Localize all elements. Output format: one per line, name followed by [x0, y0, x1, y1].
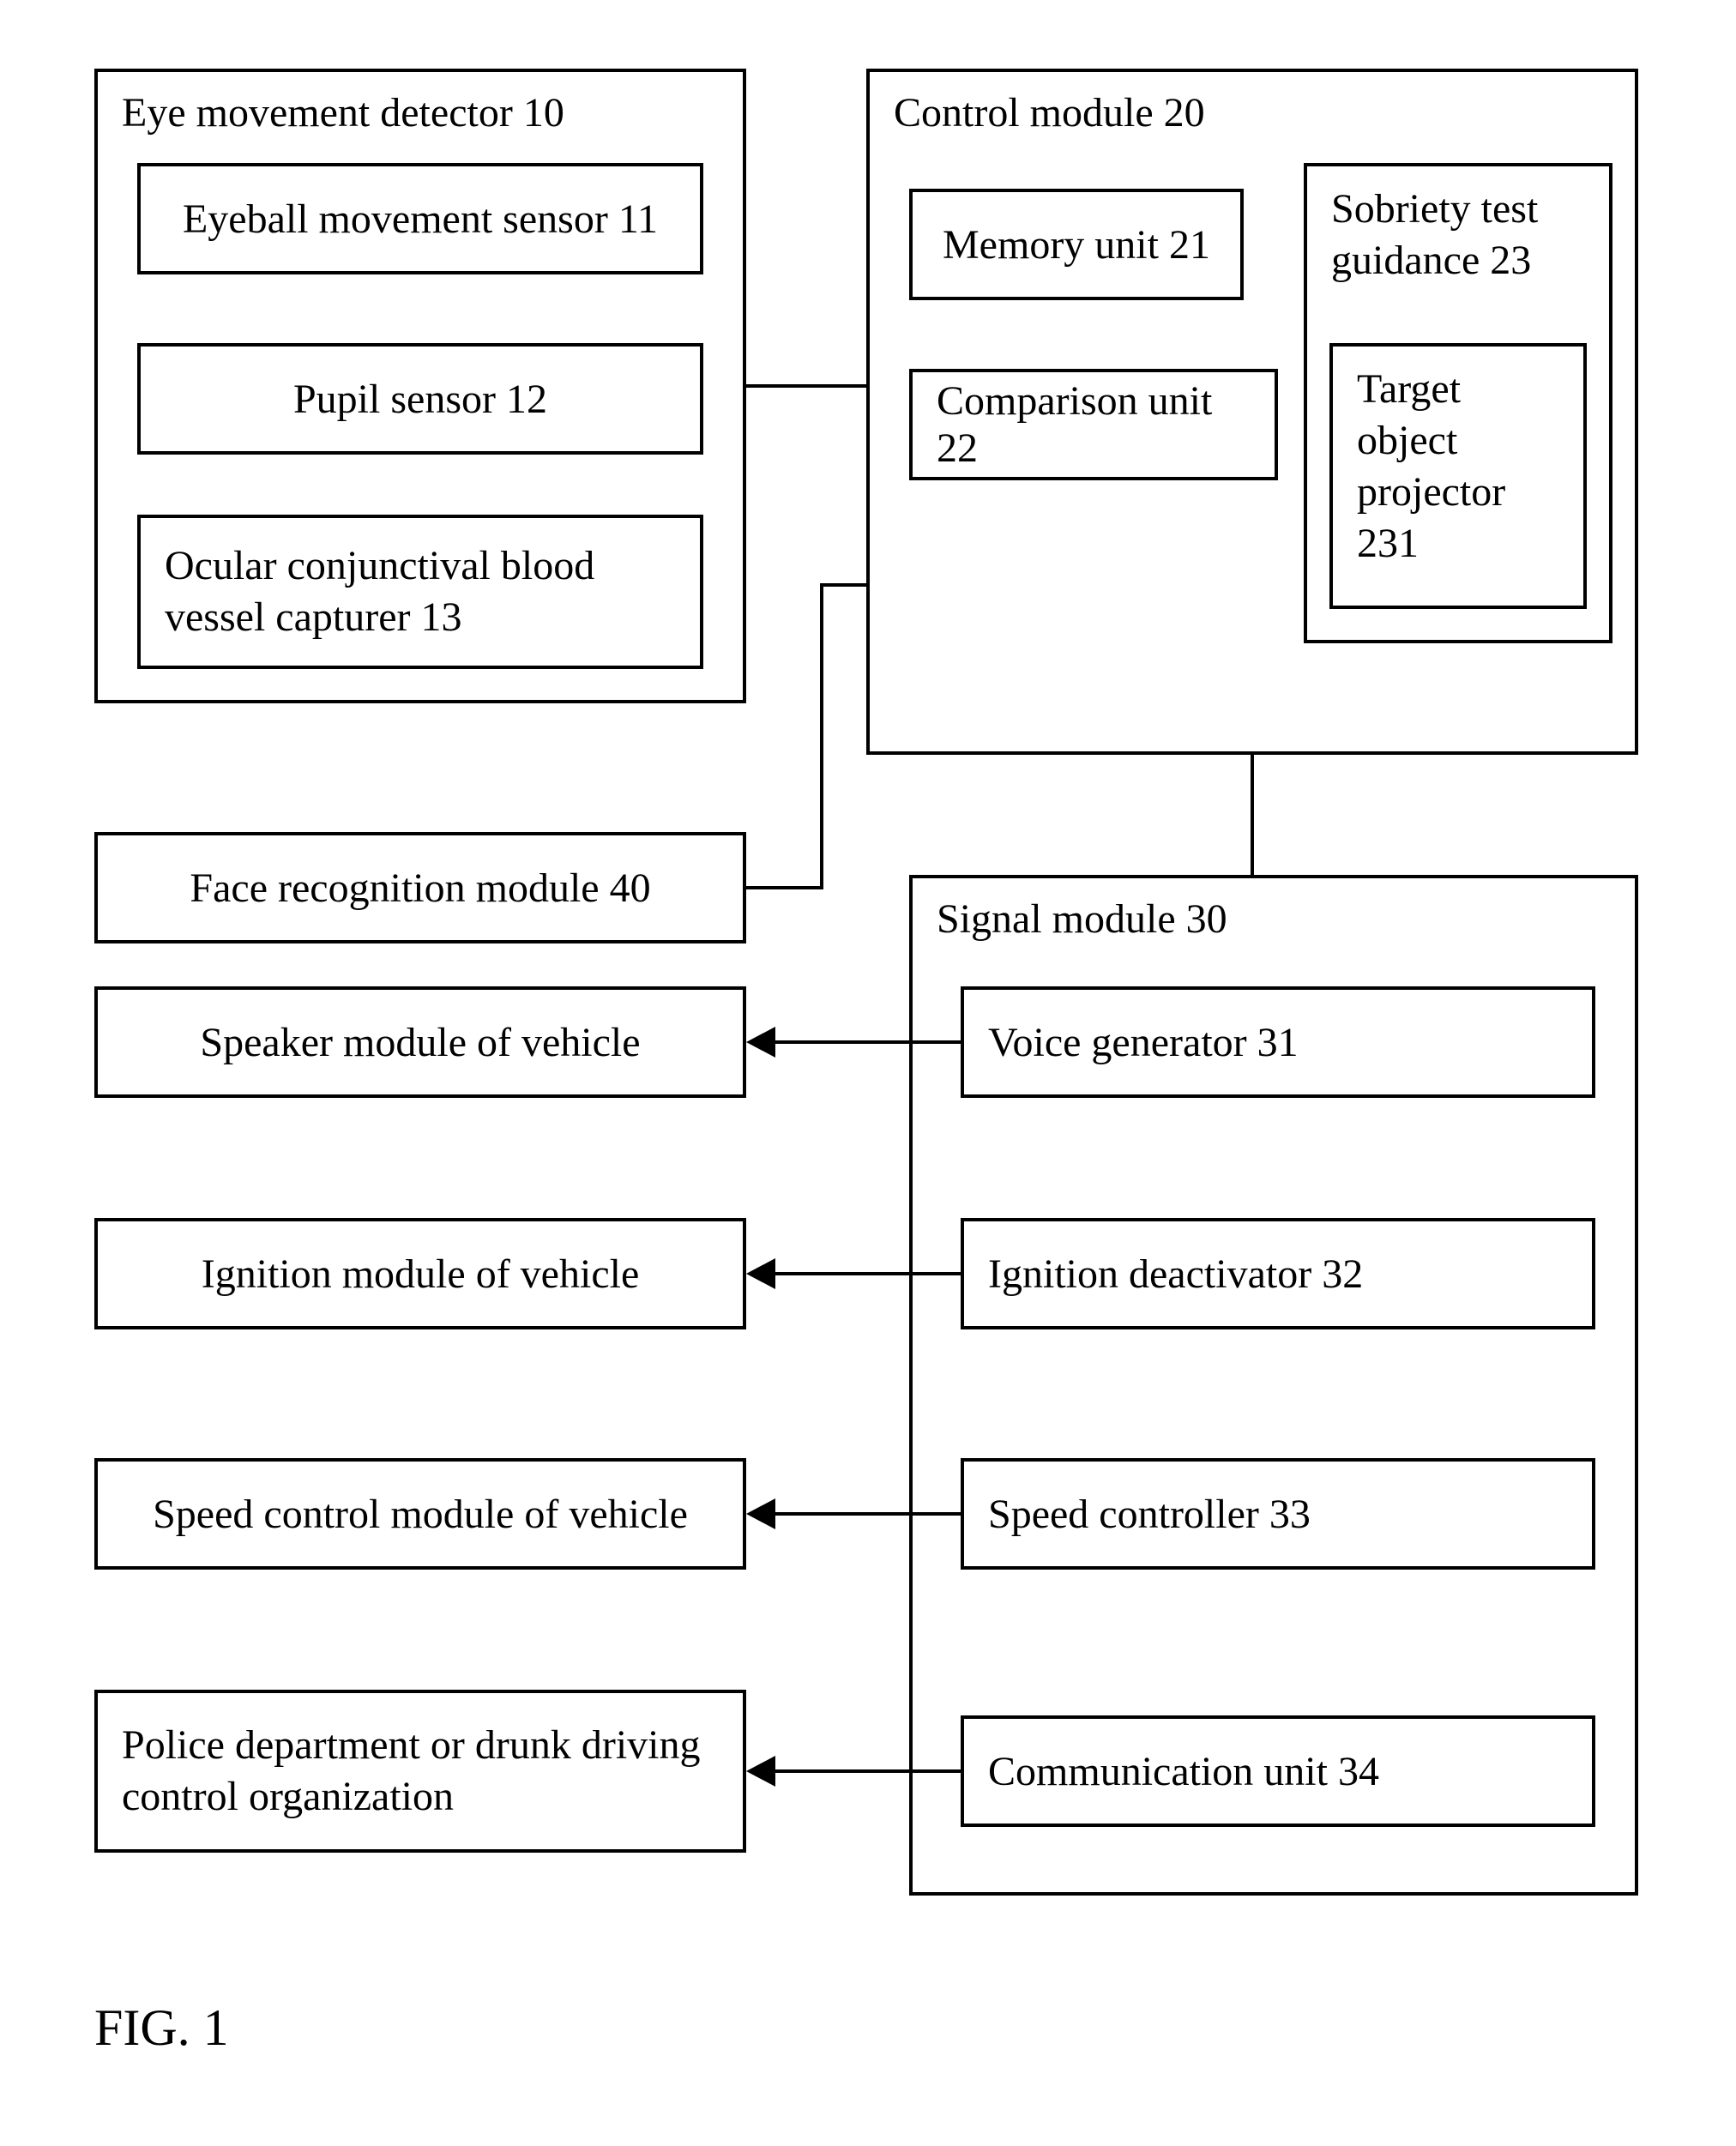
- arrow-speed-head: [746, 1498, 775, 1529]
- pupil-sensor-label: Pupil sensor 12: [293, 376, 547, 423]
- connector-eye-control: [746, 384, 866, 388]
- speed-target-label: Speed control module of vehicle: [153, 1491, 688, 1538]
- speaker-module-target: Speaker module of vehicle: [94, 986, 746, 1098]
- ignition-module-target: Ignition module of vehicle: [94, 1218, 746, 1329]
- ignition-target-label: Ignition module of vehicle: [202, 1251, 640, 1298]
- police-label: Police department or drunk driving contr…: [122, 1720, 719, 1823]
- voice-label: Voice generator 31: [988, 1019, 1299, 1066]
- signal-title: Signal module 30: [937, 895, 1227, 943]
- speed-ctrl-label: Speed controller 33: [988, 1491, 1311, 1538]
- ocular-capturer: Ocular conjunctival blood vessel capture…: [137, 515, 703, 669]
- arrow-voice-line: [775, 1040, 961, 1044]
- comparison-label: Comparison unit 22: [937, 377, 1251, 472]
- speed-controller: Speed controller 33: [961, 1458, 1595, 1570]
- arrow-comm-line: [775, 1769, 961, 1773]
- pupil-sensor: Pupil sensor 12: [137, 343, 703, 455]
- memory-unit: Memory unit 21: [909, 189, 1244, 300]
- memory-label: Memory unit 21: [943, 221, 1210, 268]
- police-target: Police department or drunk driving contr…: [94, 1690, 746, 1853]
- connector-face-v: [820, 583, 823, 889]
- connector-face-h: [746, 886, 823, 889]
- speaker-label: Speaker module of vehicle: [200, 1019, 640, 1066]
- figure-label: FIG. 1: [94, 1998, 229, 2058]
- face-recognition-module: Face recognition module 40: [94, 832, 746, 943]
- target-projector: Target object projector 231: [1329, 343, 1587, 609]
- guidance-title: Sobriety test guidance 23: [1331, 184, 1585, 286]
- connector-control-signal: [1251, 755, 1254, 875]
- arrow-ign-head: [746, 1258, 775, 1289]
- arrow-voice-head: [746, 1027, 775, 1058]
- comparison-unit: Comparison unit 22: [909, 369, 1278, 480]
- ignition-deact-label: Ignition deactivator 32: [988, 1251, 1363, 1298]
- eye-detector-title: Eye movement detector 10: [122, 89, 564, 136]
- ignition-deactivator: Ignition deactivator 32: [961, 1218, 1595, 1329]
- voice-generator: Voice generator 31: [961, 986, 1595, 1098]
- eyeball-sensor-label: Eyeball movement sensor 11: [183, 196, 658, 243]
- communication-unit: Communication unit 34: [961, 1715, 1595, 1827]
- control-title: Control module 20: [894, 89, 1205, 136]
- face-label: Face recognition module 40: [190, 865, 650, 912]
- speed-module-target: Speed control module of vehicle: [94, 1458, 746, 1570]
- arrow-ign-line: [775, 1272, 961, 1275]
- connector-face-h2: [820, 583, 866, 587]
- ocular-label: Ocular conjunctival blood vessel capture…: [165, 540, 676, 643]
- arrow-comm-head: [746, 1756, 775, 1787]
- projector-label: Target object projector 231: [1357, 364, 1559, 570]
- comm-label: Communication unit 34: [988, 1748, 1379, 1795]
- arrow-speed-line: [775, 1512, 961, 1516]
- eyeball-movement-sensor: Eyeball movement sensor 11: [137, 163, 703, 274]
